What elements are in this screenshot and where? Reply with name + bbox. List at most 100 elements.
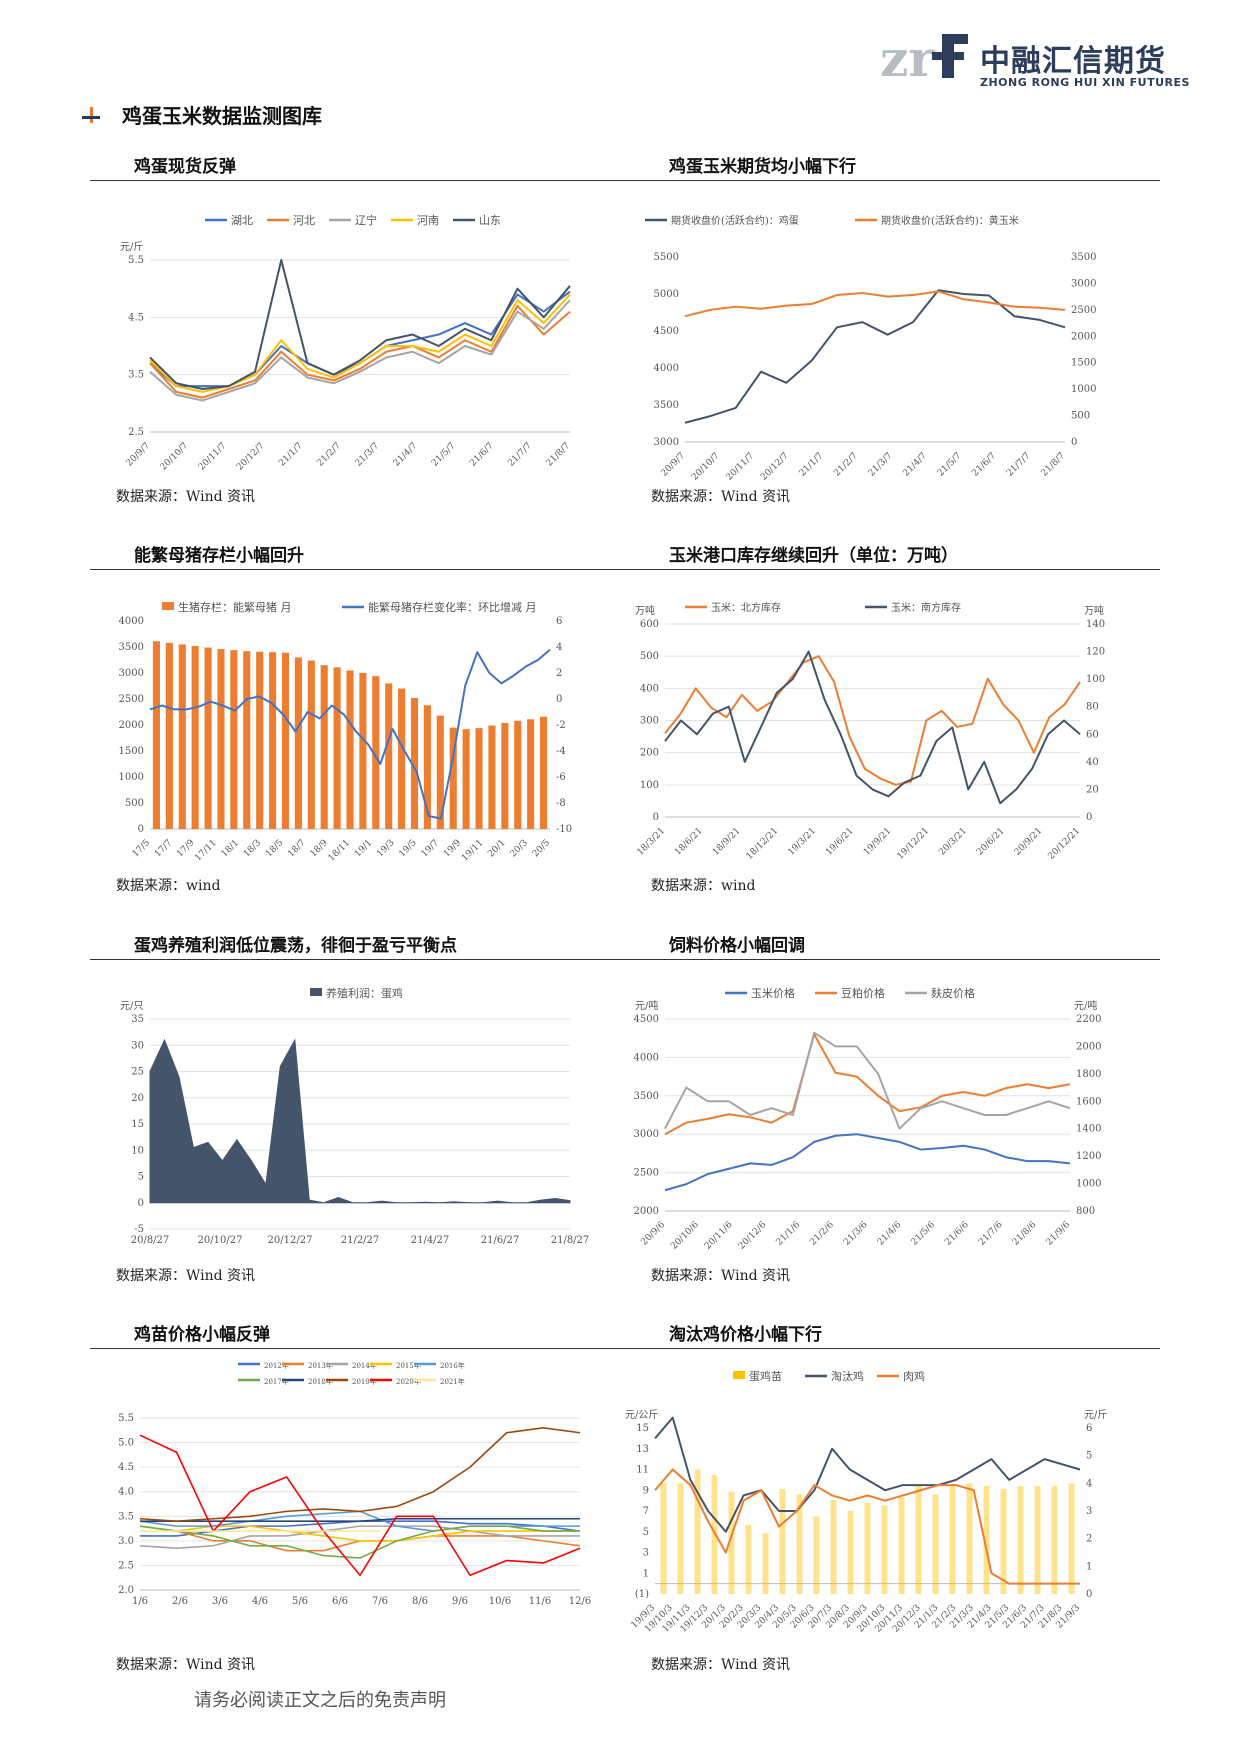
section-title: 鸡蛋玉米数据监测图库 xyxy=(80,100,322,129)
series-line xyxy=(654,1468,1080,1585)
y-tick-label-right: 120 xyxy=(1086,647,1105,658)
y-tick-label: 1 xyxy=(643,1568,649,1579)
legend-label: 玉米价格 xyxy=(751,986,795,1000)
y-tick-label-right: 100 xyxy=(1086,674,1105,685)
y-tick-label-right: 1400 xyxy=(1076,1124,1101,1135)
series-line xyxy=(139,1427,581,1522)
legend-label: 2017年 xyxy=(264,1377,289,1386)
legend-swatch xyxy=(733,1371,745,1379)
y-tick-label: 2000 xyxy=(634,1206,659,1217)
x-tick-label: 20/8/27 xyxy=(131,1235,170,1246)
chart-source: 数据来源：Wind 资讯 xyxy=(651,1268,791,1284)
x-tick-label: 21/2/6 xyxy=(808,1220,836,1248)
y-tick-label-right: -6 xyxy=(556,772,566,783)
y-tick-label-right: 3500 xyxy=(1071,252,1096,263)
y-tick-label: 3000 xyxy=(634,1129,659,1140)
bar xyxy=(847,1511,854,1594)
x-tick-label: 20/10/27 xyxy=(198,1235,243,1246)
y-tick-label: 4.5 xyxy=(118,1462,134,1473)
y-tick-label: 3.5 xyxy=(118,1511,134,1522)
y-tick-label: 5.0 xyxy=(118,1438,134,1449)
y-tick-label-right: 2000 xyxy=(1071,331,1096,342)
series-line xyxy=(140,1517,580,1522)
y-tick-label-right: 500 xyxy=(1071,411,1090,422)
chart-source: 数据来源：Wind 资讯 xyxy=(651,1657,791,1673)
series-line xyxy=(654,1416,1081,1533)
legend-label: 2020年 xyxy=(396,1377,421,1386)
y-tick-label: 15 xyxy=(131,1119,144,1130)
y-tick-label: 2.5 xyxy=(128,427,144,438)
y-tick-label-right: 1800 xyxy=(1076,1069,1101,1080)
y-tick-label: 2.0 xyxy=(118,1585,134,1596)
chart-source: 数据来源：Wind 资讯 xyxy=(116,489,256,505)
series-line xyxy=(140,1520,581,1537)
bar xyxy=(385,683,393,829)
y-tick-label-right: 20 xyxy=(1086,784,1099,795)
y-tick-label: 15 xyxy=(636,1423,649,1434)
x-tick-label: 20/9/7 xyxy=(125,441,153,469)
series-line xyxy=(139,1434,581,1577)
y-tick-label: 1000 xyxy=(119,772,144,783)
legend-label: 2021年 xyxy=(440,1377,465,1386)
axis-unit-left: 元/只 xyxy=(120,1001,143,1012)
bar xyxy=(333,667,341,829)
bar xyxy=(178,644,186,829)
legend-label: 山东 xyxy=(479,214,501,227)
y-tick-label: 2500 xyxy=(634,1168,659,1179)
y-tick-label: 4000 xyxy=(634,1052,659,1063)
legend-label: 淘汰鸡 xyxy=(831,1369,864,1383)
bar xyxy=(1068,1483,1075,1594)
x-tick-label: 20/9/7 xyxy=(660,451,688,479)
bar xyxy=(204,647,212,829)
x-tick-label: 21/2/27 xyxy=(341,1235,380,1246)
y-tick-label: 4000 xyxy=(119,616,144,627)
axis-unit-left: 万吨 xyxy=(635,604,655,617)
y-tick-label: 500 xyxy=(640,651,659,662)
y-tick-label-right: 1500 xyxy=(1071,358,1096,369)
y-tick-label-right: 60 xyxy=(1086,729,1099,740)
bar xyxy=(1034,1486,1041,1594)
y-tick-label: 2000 xyxy=(119,720,144,731)
y-tick-label-right: 0 xyxy=(1086,1589,1092,1600)
x-tick-label: 18/5 xyxy=(264,838,286,860)
bar xyxy=(694,1469,701,1594)
bar xyxy=(269,652,277,829)
x-tick-label: 12/6 xyxy=(569,1596,591,1607)
y-tick-label: 300 xyxy=(640,716,659,727)
y-tick-label-right: 3 xyxy=(1086,1506,1092,1517)
y-tick-label: 2.5 xyxy=(118,1560,134,1571)
x-tick-label: 8/6 xyxy=(412,1596,428,1607)
x-tick-label: 19/11 xyxy=(460,838,485,863)
legend-label: 玉米：南方库存 xyxy=(891,601,961,614)
chart-title: 鸡蛋玉米期货均小幅下行 xyxy=(669,157,856,177)
legend-label: 能繁母猪存栏变化率：环比增减 月 xyxy=(368,600,537,614)
x-tick-label: 19/5 xyxy=(397,838,419,860)
chart-svg: 期货收盘价(活跃合约)：鸡蛋 期货收盘价(活跃合约)：黄玉米 3000 3500 400… xyxy=(645,214,1096,482)
chart-svg: 湖北 河北 辽宁 河南 山东元/斤2.53.54.55.520/9/7 20/10/7 20… xyxy=(120,213,572,473)
chart-source: 数据来源：Wind 资讯 xyxy=(116,1657,256,1673)
x-tick-label: 21/7/7 xyxy=(506,441,534,469)
bar xyxy=(152,641,160,829)
bar xyxy=(359,673,367,829)
y-tick-label: 4.0 xyxy=(118,1487,134,1498)
chart-title: 能繁母猪存栏小幅回升 xyxy=(134,546,304,566)
axis-unit-right: 元/吨 xyxy=(1074,999,1097,1012)
series-line xyxy=(149,299,571,402)
y-tick-label-right: 140 xyxy=(1086,619,1105,630)
bar xyxy=(1017,1486,1024,1594)
y-tick-label: -5 xyxy=(134,1224,144,1235)
bar xyxy=(881,1505,888,1594)
y-tick-label: 3.5 xyxy=(128,370,144,381)
legend-label: 2019年 xyxy=(352,1377,377,1386)
y-tick-label-right: 1000 xyxy=(1076,1179,1101,1190)
legend-label: 玉米：北方库存 xyxy=(711,601,781,614)
x-tick-label: 17/7 xyxy=(153,838,175,860)
legend-label: 肉鸡 xyxy=(903,1369,925,1383)
bar xyxy=(230,650,238,829)
x-tick-label: 18/6/21 xyxy=(673,826,705,858)
bar xyxy=(475,728,483,829)
y-tick-label: 20 xyxy=(131,1093,144,1104)
x-tick-label: 17/11 xyxy=(193,838,218,863)
bar xyxy=(1000,1488,1007,1594)
